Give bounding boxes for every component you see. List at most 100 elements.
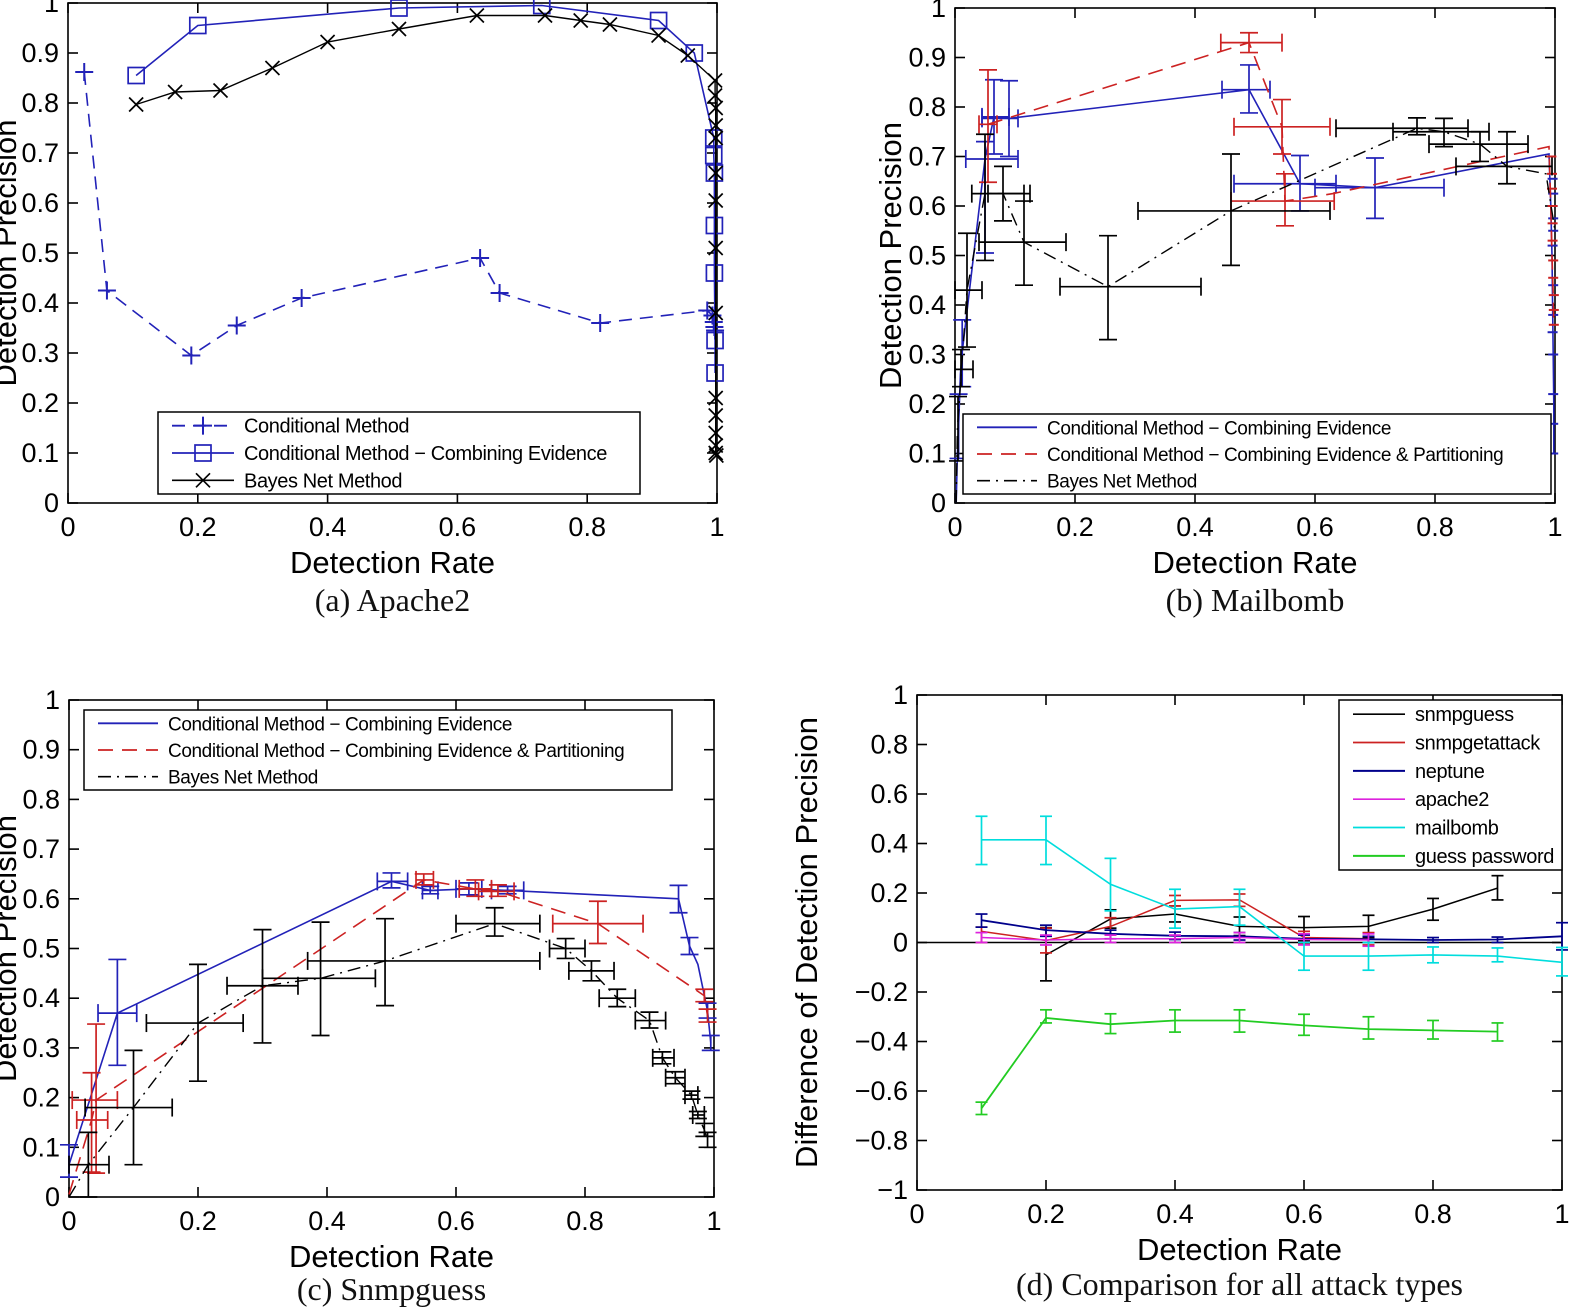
- svg-text:Detection Rate: Detection Rate: [289, 1239, 494, 1274]
- legend-a: Conditional Method Conditional Method − C…: [157, 411, 641, 495]
- svg-text:0.9: 0.9: [22, 735, 60, 765]
- caption-mailbomb: (b) Mailbomb: [1165, 582, 1345, 618]
- caption-apache2: (a) Apache2: [314, 582, 471, 618]
- svg-text:0.5: 0.5: [22, 934, 60, 964]
- series-d-4: [975, 815, 1568, 977]
- svg-text:1: 1: [44, 0, 59, 18]
- svg-text:0.5: 0.5: [21, 238, 59, 268]
- svg-text:0.8: 0.8: [1414, 1199, 1452, 1229]
- svg-text:1: 1: [709, 512, 724, 542]
- svg-text:Conditional Method − Combining: Conditional Method − Combining Evidence …: [1047, 445, 1503, 466]
- svg-text:apache2: apache2: [1415, 789, 1489, 811]
- svg-text:0.4: 0.4: [21, 288, 59, 318]
- svg-text:0.6: 0.6: [908, 191, 946, 221]
- svg-text:0.2: 0.2: [1027, 1199, 1065, 1229]
- series-c-0: [60, 872, 720, 1178]
- svg-text:0.4: 0.4: [1156, 1199, 1194, 1229]
- svg-text:Conditional Method − Combining: Conditional Method − Combining Evidence: [1047, 418, 1391, 439]
- svg-text:1: 1: [1554, 1199, 1569, 1229]
- chart-apache2: 0 0.2 0.4 0.6 0.8 1 0 0.1 0.2 0.3 0.4 0.5 0.6 0.7 0.8 0…: [0, 0, 725, 580]
- svg-text:0.7: 0.7: [908, 142, 946, 172]
- svg-text:1: 1: [45, 685, 60, 715]
- svg-text:0.4: 0.4: [309, 512, 347, 542]
- svg-text:−1: −1: [877, 1175, 908, 1205]
- svg-text:0.2: 0.2: [1056, 512, 1094, 542]
- svg-text:0: 0: [947, 512, 962, 542]
- svg-text:mailbomb: mailbomb: [1415, 818, 1499, 840]
- svg-text:0.4: 0.4: [22, 983, 60, 1013]
- svg-text:0: 0: [60, 512, 75, 542]
- svg-text:0.8: 0.8: [1416, 512, 1454, 542]
- svg-text:0.2: 0.2: [179, 1206, 217, 1236]
- series-a-1: [127, 0, 724, 382]
- svg-text:0.5: 0.5: [908, 241, 946, 271]
- axes-d: 0 0.2 0.4 0.6 0.8 1 −1 −0.8 −0.6 −0.4 −0.2 0 0.2 0.4 0…: [789, 680, 1570, 1267]
- svg-text:Detection Precision: Detection Precision: [0, 815, 23, 1082]
- svg-text:1: 1: [706, 1206, 721, 1236]
- svg-text:1: 1: [1547, 512, 1562, 542]
- panel-mailbomb: 0 0.2 0.4 0.6 0.8 1 0 0.1 0.2 0.3 0.4 0.5 0.6 0.7 0.8 0…: [787, 0, 1574, 654]
- svg-text:−0.8: −0.8: [855, 1126, 908, 1156]
- svg-text:0.6: 0.6: [22, 884, 60, 914]
- svg-text:0.4: 0.4: [870, 829, 908, 859]
- svg-text:0.4: 0.4: [308, 1206, 346, 1236]
- svg-text:0.9: 0.9: [21, 38, 59, 68]
- legend-d: snmpguess snmpgetattack neptune apache2 mail…: [1338, 699, 1563, 871]
- svg-text:0.8: 0.8: [908, 92, 946, 122]
- chart-mailbomb: 0 0.2 0.4 0.6 0.8 1 0 0.1 0.2 0.3 0.4 0.5 0.6 0.7 0.8 0…: [873, 0, 1563, 580]
- svg-text:0.8: 0.8: [568, 512, 606, 542]
- svg-text:0.7: 0.7: [21, 138, 59, 168]
- svg-text:Bayes Net Method: Bayes Net Method: [168, 768, 318, 789]
- svg-text:0: 0: [61, 1206, 76, 1236]
- svg-text:0: 0: [909, 1199, 924, 1229]
- svg-text:0.4: 0.4: [1176, 512, 1214, 542]
- svg-text:0.6: 0.6: [870, 779, 908, 809]
- svg-text:0.1: 0.1: [22, 1132, 60, 1162]
- svg-text:1: 1: [931, 0, 946, 23]
- svg-text:1: 1: [893, 680, 908, 710]
- svg-text:0.6: 0.6: [1285, 1199, 1323, 1229]
- axes-c: 0 0.2 0.4 0.6 0.8 1 0 0.1 0.2 0.3 0.4 0.5 0.6 0.7 0.8 0…: [0, 685, 722, 1274]
- svg-text:0.3: 0.3: [21, 338, 59, 368]
- svg-text:0.9: 0.9: [908, 43, 946, 73]
- svg-text:Detection Precision: Detection Precision: [0, 119, 23, 386]
- svg-text:snmpguess: snmpguess: [1415, 704, 1514, 726]
- axes-b: 0 0.2 0.4 0.6 0.8 1 0 0.1 0.2 0.3 0.4 0.5 0.6 0.7 0.8 0…: [873, 0, 1563, 580]
- svg-text:0.2: 0.2: [21, 388, 59, 418]
- panel-comparison: 0 0.2 0.4 0.6 0.8 1 −1 −0.8 −0.6 −0.4 −0.2 0 0.2 0.4 0…: [787, 654, 1574, 1308]
- svg-text:Conditional Method − Combining: Conditional Method − Combining Evidence: [244, 443, 607, 465]
- svg-text:0.3: 0.3: [22, 1033, 60, 1063]
- svg-text:0.8: 0.8: [22, 784, 60, 814]
- svg-text:0.4: 0.4: [908, 290, 946, 320]
- svg-text:0.6: 0.6: [21, 188, 59, 218]
- svg-text:Detection Rate: Detection Rate: [290, 545, 495, 580]
- svg-text:−0.6: −0.6: [855, 1076, 908, 1106]
- series-a-2: [128, 7, 724, 464]
- svg-text:0.8: 0.8: [21, 88, 59, 118]
- svg-text:Conditional Method: Conditional Method: [244, 416, 409, 438]
- svg-text:Conditional Method − Combining: Conditional Method − Combining Evidence …: [168, 741, 624, 762]
- svg-text:0.8: 0.8: [870, 730, 908, 760]
- caption-comparison: (d) Comparison for all attack types: [1016, 1266, 1463, 1302]
- caption-snmpguess: (c) Snmpguess: [296, 1271, 487, 1307]
- svg-text:−0.2: −0.2: [855, 977, 908, 1007]
- svg-text:0: 0: [45, 1182, 60, 1212]
- series-c-2: [68, 906, 717, 1198]
- svg-text:0.6: 0.6: [1296, 512, 1334, 542]
- svg-text:Detection Rate: Detection Rate: [1137, 1232, 1342, 1267]
- panel-apache2: 0 0.2 0.4 0.6 0.8 1 0 0.1 0.2 0.3 0.4 0.5 0.6 0.7 0.8 0…: [0, 0, 787, 654]
- series-d-0: [1040, 874, 1504, 982]
- series-a-0: [75, 63, 725, 365]
- series-c-1: [68, 870, 717, 1195]
- svg-text:0: 0: [893, 928, 908, 958]
- svg-text:0.1: 0.1: [21, 438, 59, 468]
- svg-text:0.8: 0.8: [566, 1206, 604, 1236]
- svg-text:Bayes Net Method: Bayes Net Method: [244, 470, 402, 492]
- svg-text:0.7: 0.7: [22, 834, 60, 864]
- chart-snmpguess: 0 0.2 0.4 0.6 0.8 1 0 0.1 0.2 0.3 0.4 0.5 0.6 0.7 0.8 0…: [0, 685, 722, 1274]
- svg-text:0.2: 0.2: [870, 878, 908, 908]
- axes-a: 0 0.2 0.4 0.6 0.8 1 0 0.1 0.2 0.3 0.4 0.5 0.6 0.7 0.8 0…: [0, 0, 725, 580]
- panel-snmpguess: 0 0.2 0.4 0.6 0.8 1 0 0.1 0.2 0.3 0.4 0.5 0.6 0.7 0.8 0…: [0, 654, 787, 1308]
- chart-comparison: 0 0.2 0.4 0.6 0.8 1 −1 −0.8 −0.6 −0.4 −0.2 0 0.2 0.4 0…: [789, 680, 1570, 1267]
